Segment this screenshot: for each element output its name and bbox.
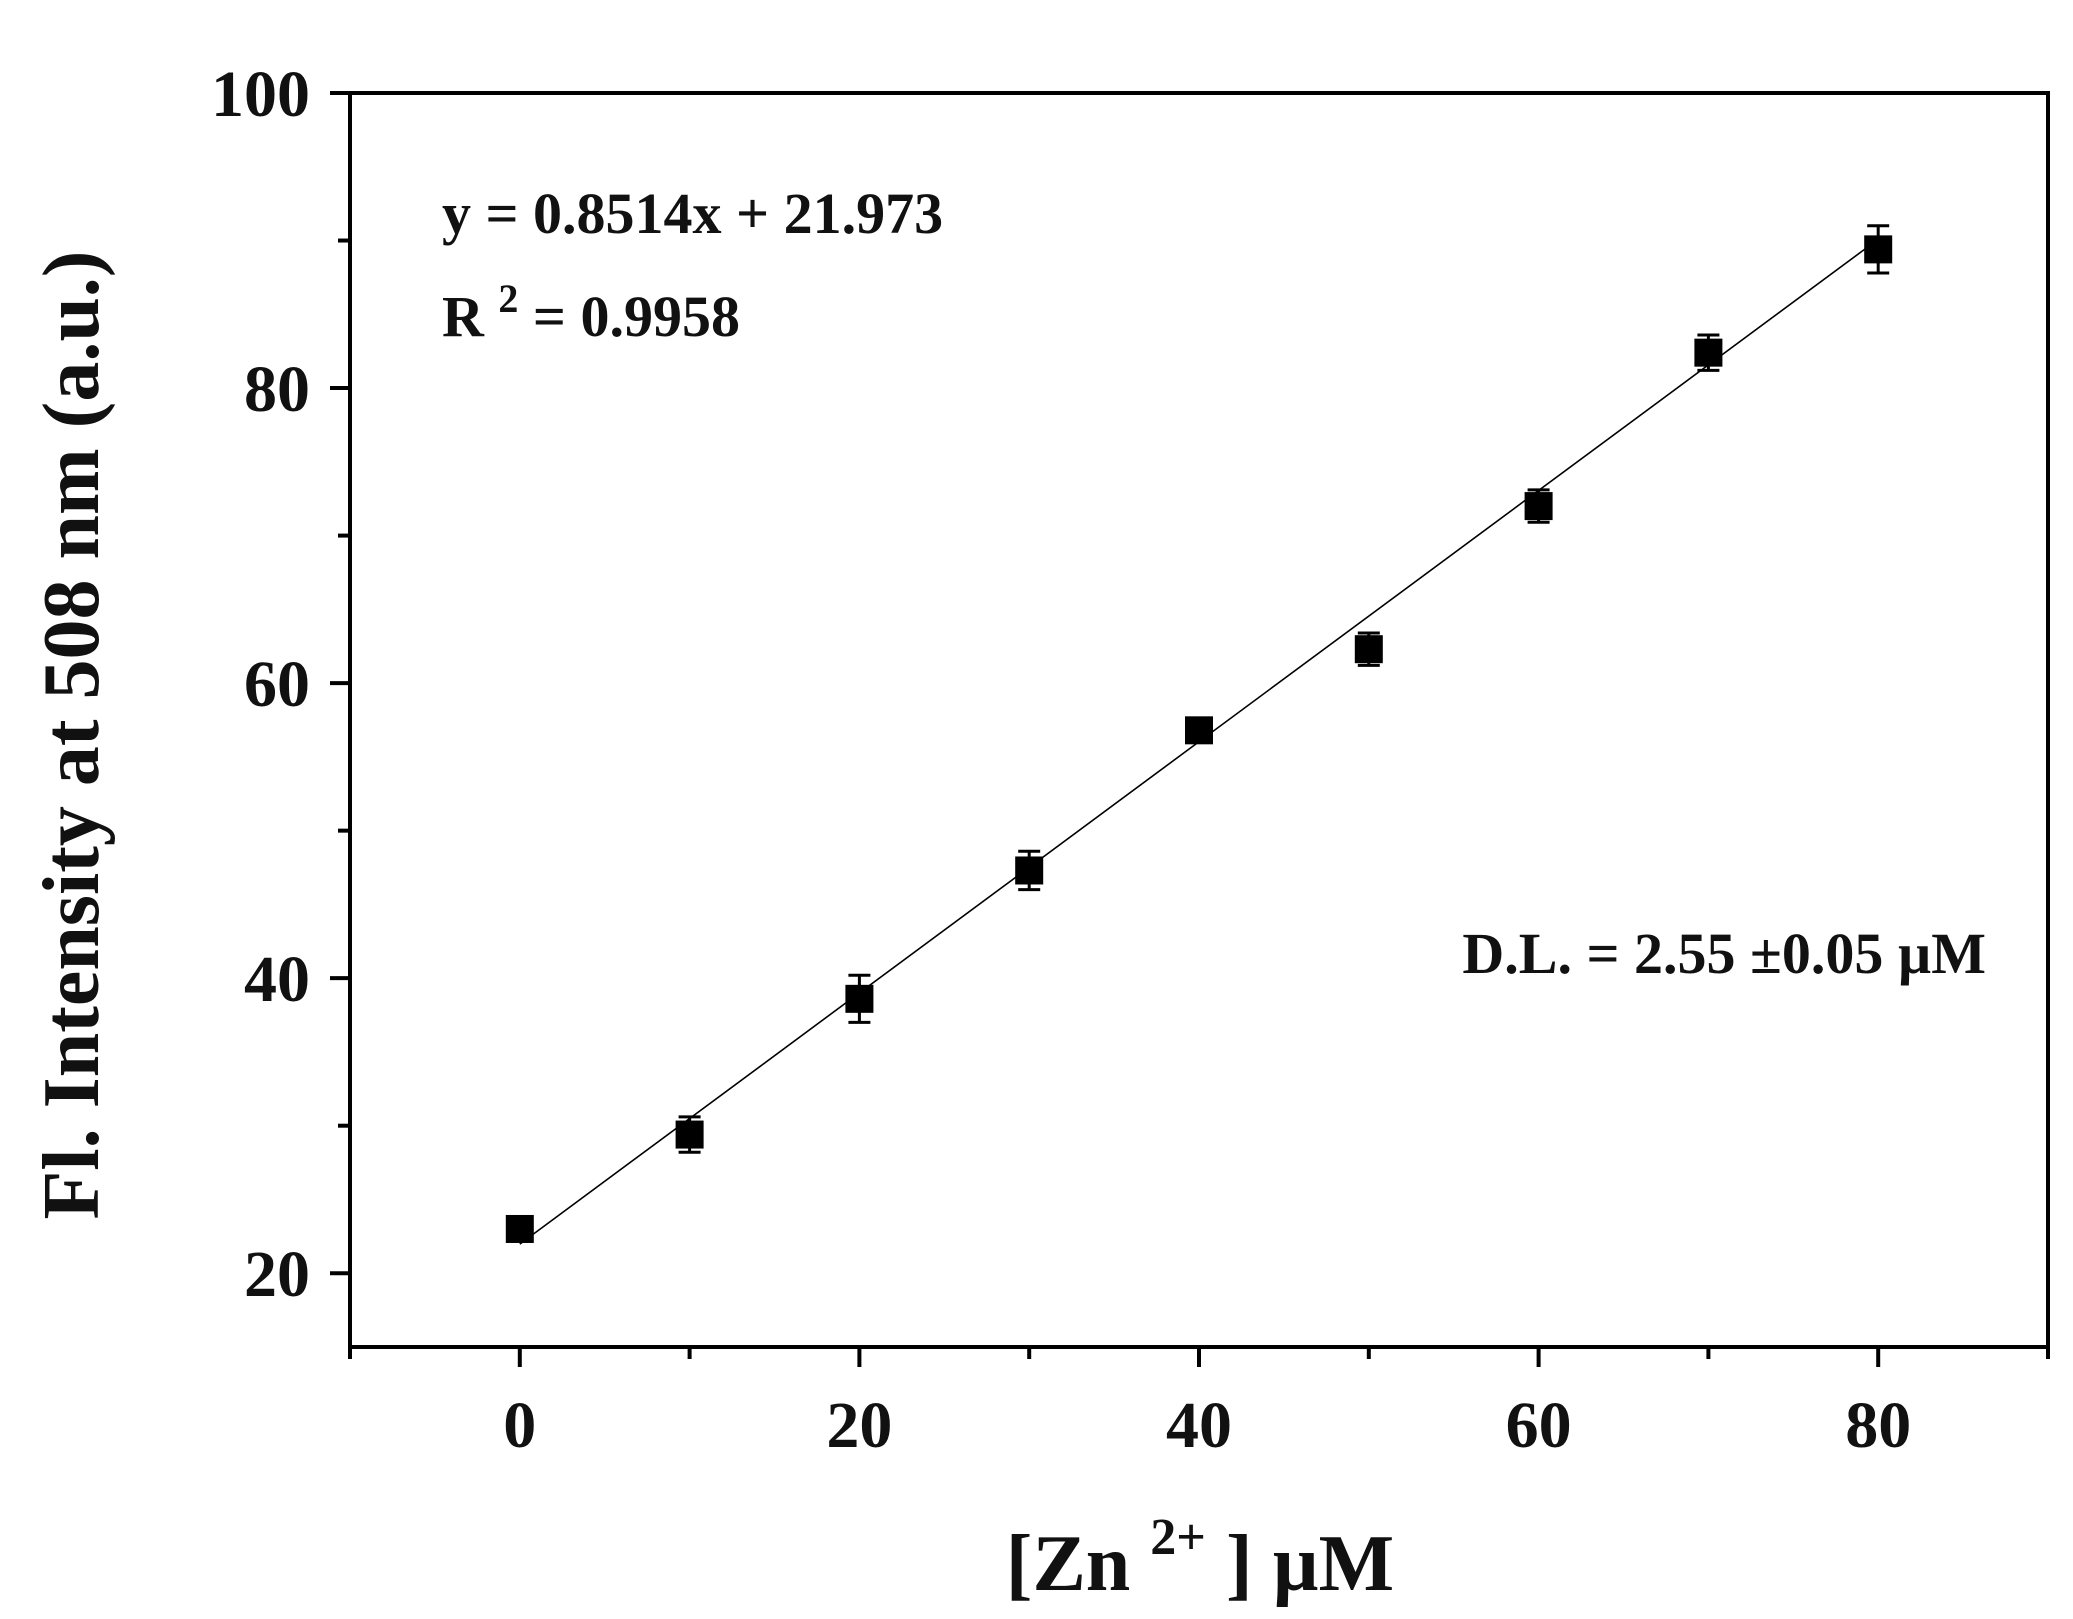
- data-point: [505, 1214, 534, 1243]
- data-point: [1524, 492, 1553, 521]
- x-tick-label: 20: [826, 1389, 892, 1462]
- y-tick-label: 80: [244, 353, 310, 426]
- r-squared-sup: 2: [498, 276, 518, 321]
- r-squared-value: = 0.9958: [533, 284, 740, 349]
- data-point: [845, 984, 874, 1013]
- x-axis-label-sup: 2+: [1150, 1509, 1206, 1566]
- y-tick-label: 100: [211, 58, 310, 131]
- r-squared: R 2 = 0.9958: [442, 260, 740, 349]
- data-point: [1185, 716, 1213, 745]
- data-points-group: [505, 224, 1893, 1243]
- y-tick-label: 20: [244, 1238, 310, 1311]
- detection-limit: D.L. = 2.55 ±0.05 µM: [1462, 921, 1986, 986]
- axis-ticks-group: 0 20 40 60 80 20 40 60 80 100: [211, 58, 2050, 1462]
- y-tick-label: 40: [244, 943, 310, 1016]
- x-tick-label: 40: [1166, 1389, 1232, 1462]
- x-tick-label: 0: [503, 1389, 536, 1462]
- x-tick-label: 60: [1506, 1389, 1572, 1462]
- data-point: [675, 1120, 704, 1149]
- x-tick-label: 80: [1845, 1389, 1911, 1462]
- data-point: [1015, 856, 1044, 885]
- data-point: [1864, 235, 1893, 264]
- data-point: [1354, 635, 1383, 664]
- x-axis-label-tail: ] µM: [1226, 1520, 1394, 1608]
- fit-equation: y = 0.8514x + 21.973: [442, 181, 943, 246]
- y-axis-label: Fl. Intensity at 508 nm (a.u.): [28, 251, 116, 1220]
- y-tick-label: 60: [244, 648, 310, 721]
- x-axis-label: [Zn 2+ ] µM: [1006, 1484, 1394, 1608]
- x-axis-label-main: [Zn: [1006, 1520, 1131, 1608]
- r-squared-prefix: R: [442, 284, 485, 349]
- data-point: [1694, 338, 1723, 367]
